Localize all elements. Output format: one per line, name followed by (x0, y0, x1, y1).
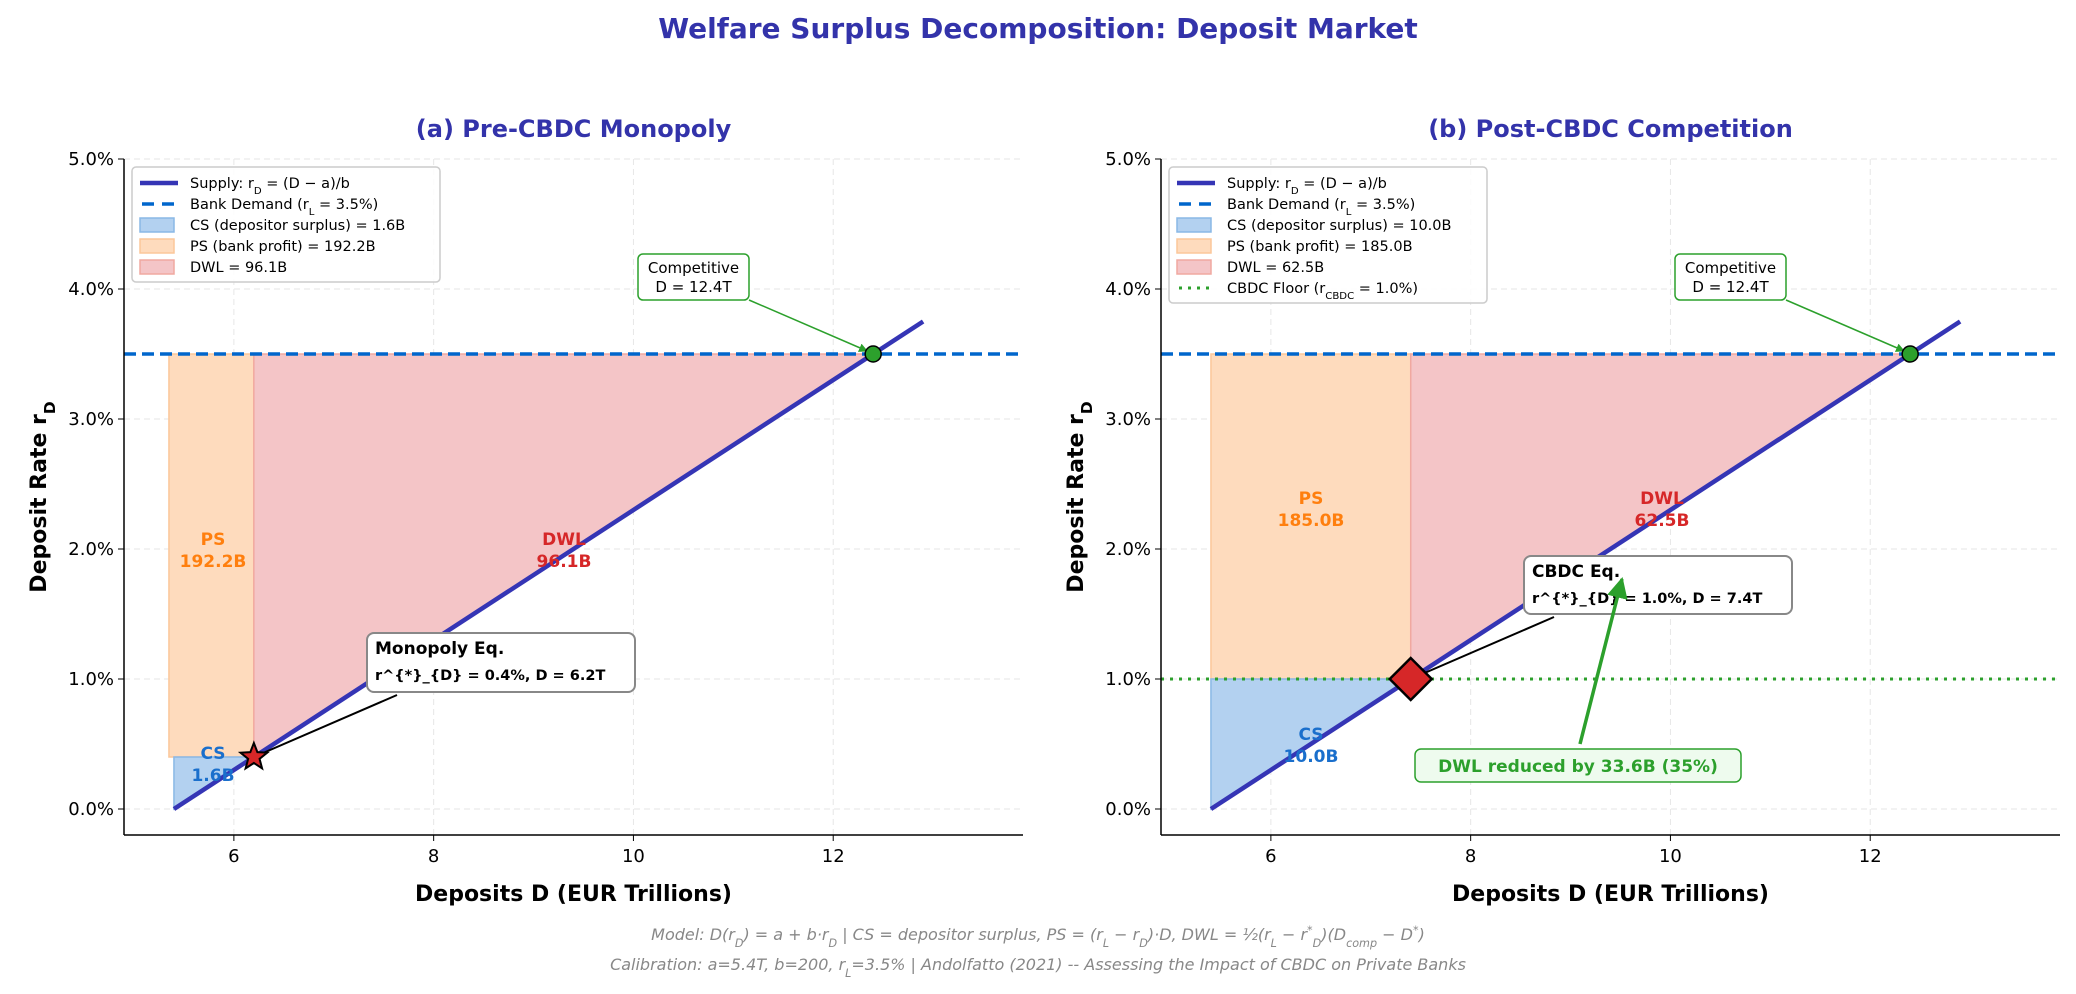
legend-label: Supply: rD = (D − a)/b (190, 176, 350, 197)
equilibrium-arrow (1410, 616, 1555, 680)
competitive-label: Competitive (648, 259, 739, 277)
legend-label: Supply: rD = (D − a)/b (1227, 176, 1387, 197)
y-tick-label: 3.0% (68, 409, 114, 430)
y-tick-label: 4.0% (68, 279, 114, 300)
equilibrium-value: r^{*}_{D} = 1.0%, D = 7.4T (1532, 591, 1762, 607)
cs-area-label: 1.6B (191, 766, 234, 786)
equilibrium-box (366, 632, 636, 693)
competitive-point (1901, 345, 1919, 363)
legend-label: CS (depositor surplus) = 1.6B (190, 218, 405, 234)
footer-model: Model: D(rD) = a + b·rD | CS = depositor… (651, 924, 1425, 950)
y-tick-label: 3.0% (1105, 409, 1151, 430)
y-tick-label: 2.0% (68, 539, 114, 560)
supply-line (172, 319, 925, 811)
x-tick-label: 10 (1659, 846, 1682, 867)
legend-label: Bank Demand (rL = 3.5%) (190, 197, 378, 218)
y-axis-label: Deposit Rate rD (1064, 401, 1096, 592)
legend-swatch-cs (139, 217, 175, 233)
ps-area (168, 353, 255, 758)
legend-label: CS (depositor surplus) = 10.0B (1227, 218, 1451, 234)
dwl-reduction-label: DWL reduced by 33.6B (35%) (1438, 757, 1718, 777)
cs-area-label: CS (200, 744, 225, 764)
x-tick-label: 6 (228, 846, 239, 867)
y-tick-label: 5.0% (68, 149, 114, 170)
y-axis-label: Deposit Rate rD (27, 401, 59, 592)
ps-area-label: 192.2B (180, 552, 247, 572)
panel-title: (a) Pre-CBDC Monopoly (416, 115, 732, 143)
competitive-arrow (748, 299, 868, 352)
x-tick-label: 6 (1265, 846, 1276, 867)
x-axis-label: Deposits D (EUR Trillions) (415, 882, 732, 907)
dwl-area-label: DWL (1640, 489, 1684, 509)
competitive-point (864, 345, 882, 363)
legend-swatch-dwl (139, 259, 175, 275)
figure-title: Welfare Surplus Decomposition: Deposit M… (658, 12, 1418, 45)
equilibrium-box (1523, 555, 1793, 615)
dwl-reduction-box (1414, 748, 1742, 783)
legend-swatch-cs (1176, 217, 1212, 233)
legend-frame (1168, 166, 1488, 304)
equilibrium-title: CBDC Eq. (1532, 562, 1620, 582)
competitive-arrow (1785, 299, 1905, 352)
competitive-label: D = 12.4T (655, 278, 732, 296)
x-tick-label: 8 (428, 846, 439, 867)
dwl-area-label: DWL (542, 530, 586, 550)
dwl-area-label: 96.1B (537, 552, 592, 572)
ps-area (1210, 353, 1412, 680)
equilibrium-value: r^{*}_{D} = 0.4%, D = 6.2T (375, 668, 605, 684)
legend-label: PS (bank profit) = 185.0B (1227, 239, 1413, 255)
cbdc-equilibrium-diamond (1387, 656, 1434, 702)
panel-title: (b) Post-CBDC Competition (1428, 115, 1793, 143)
competitive-label: D = 12.4T (1692, 278, 1769, 296)
y-tick-label: 0.0% (68, 799, 114, 820)
y-tick-label: 4.0% (1105, 279, 1151, 300)
y-tick-label: 1.0% (1105, 669, 1151, 690)
y-tick-label: 2.0% (1105, 539, 1151, 560)
legend-label: DWL = 62.5B (1227, 260, 1324, 276)
legend-label: DWL = 96.1B (190, 260, 287, 276)
legend-swatch-ps (1176, 238, 1212, 254)
dwl-area-label: 62.5B (1635, 511, 1690, 531)
y-tick-label: 0.0% (1105, 799, 1151, 820)
legend-label: CBDC Floor (rCBDC = 1.0%) (1227, 281, 1418, 302)
dwl-reduction-arrow (1578, 576, 1628, 745)
equilibrium-title: Monopoly Eq. (375, 639, 504, 659)
competitive-box (1674, 253, 1787, 301)
y-tick-label: 5.0% (1105, 149, 1151, 170)
ps-area-label: PS (201, 530, 226, 550)
x-tick-label: 12 (1859, 846, 1882, 867)
legend-frame (131, 166, 441, 283)
x-tick-label: 12 (822, 846, 845, 867)
cs-area-label: CS (1298, 725, 1323, 745)
legend-swatch-dwl (1176, 259, 1212, 275)
x-tick-label: 10 (622, 846, 645, 867)
ps-area-label: 185.0B (1278, 511, 1345, 531)
cs-area-label: 10.0B (1284, 747, 1339, 767)
footer-calibration: Calibration: a=5.4T, b=200, rL=3.5% | An… (610, 955, 1466, 980)
y-tick-label: 1.0% (68, 669, 114, 690)
legend-swatch-ps (139, 238, 175, 254)
x-axis-label: Deposits D (EUR Trillions) (1452, 882, 1769, 907)
legend-label: Bank Demand (rL = 3.5%) (1227, 197, 1415, 218)
monopoly-equilibrium-star (237, 740, 270, 771)
equilibrium-arrow (253, 694, 398, 758)
x-tick-label: 8 (1465, 846, 1476, 867)
legend-label: PS (bank profit) = 192.2B (190, 239, 376, 255)
competitive-label: Competitive (1685, 259, 1776, 277)
ps-area-label: PS (1299, 489, 1324, 509)
competitive-box (637, 253, 750, 301)
